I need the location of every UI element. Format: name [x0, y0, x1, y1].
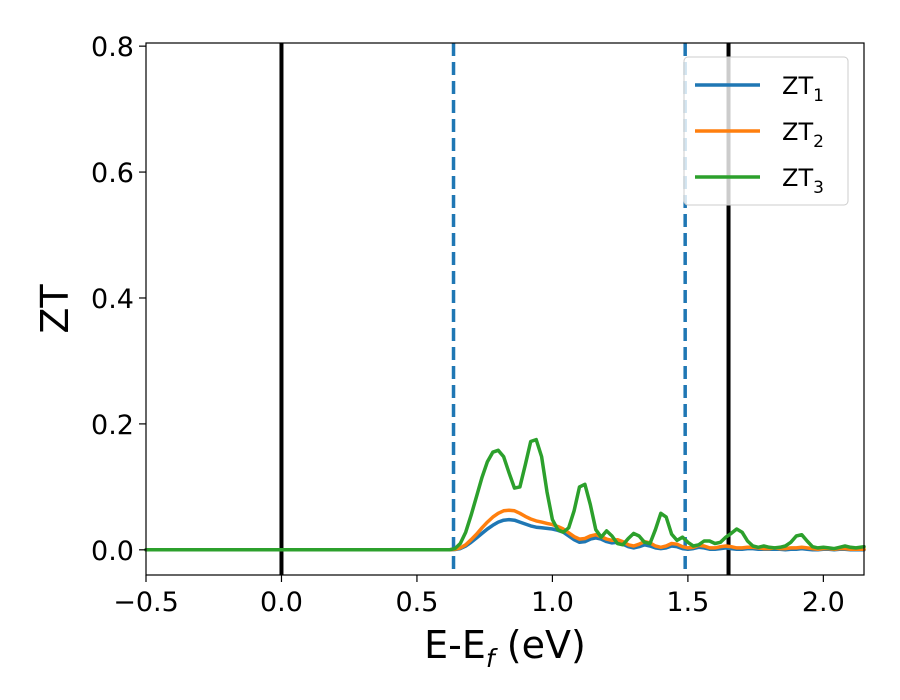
series-lines [144, 437, 866, 552]
y-tick-label: 0.6 [91, 158, 134, 189]
x-tick-label: −0.5 [113, 587, 179, 618]
legend-label-zt1: ZT1 [782, 72, 824, 106]
x-tick-label: 1.0 [531, 587, 574, 618]
y-tick-label: 0.8 [91, 32, 134, 63]
legend-label-zt3: ZT3 [782, 164, 824, 198]
y-axis-label: ZT [33, 284, 77, 334]
series-line-zt3 [144, 437, 866, 552]
x-tick-label: 1.5 [666, 587, 709, 618]
y-tick-label: 0.0 [91, 536, 134, 567]
y-tick-label: 0.4 [91, 284, 134, 315]
legend-box [683, 56, 849, 206]
x-tick-label: 0.0 [260, 587, 303, 618]
x-tick-label: 2.0 [802, 587, 845, 618]
reference-lines [279, 43, 731, 575]
legend: ZT1 ZT2 ZT3 [683, 56, 849, 206]
x-tick-label: 0.5 [395, 587, 438, 618]
x-axis: −0.5 0.0 0.5 1.0 1.5 2.0 [113, 575, 845, 618]
series-line-zt2 [144, 508, 866, 552]
y-axis: 0.0 0.2 0.4 0.6 0.8 [91, 32, 146, 567]
legend-label-zt2: ZT2 [782, 118, 824, 152]
plot-frame [145, 42, 865, 576]
x-axis-label: E-Ef (eV) [424, 623, 586, 673]
y-tick-label: 0.2 [91, 410, 134, 441]
